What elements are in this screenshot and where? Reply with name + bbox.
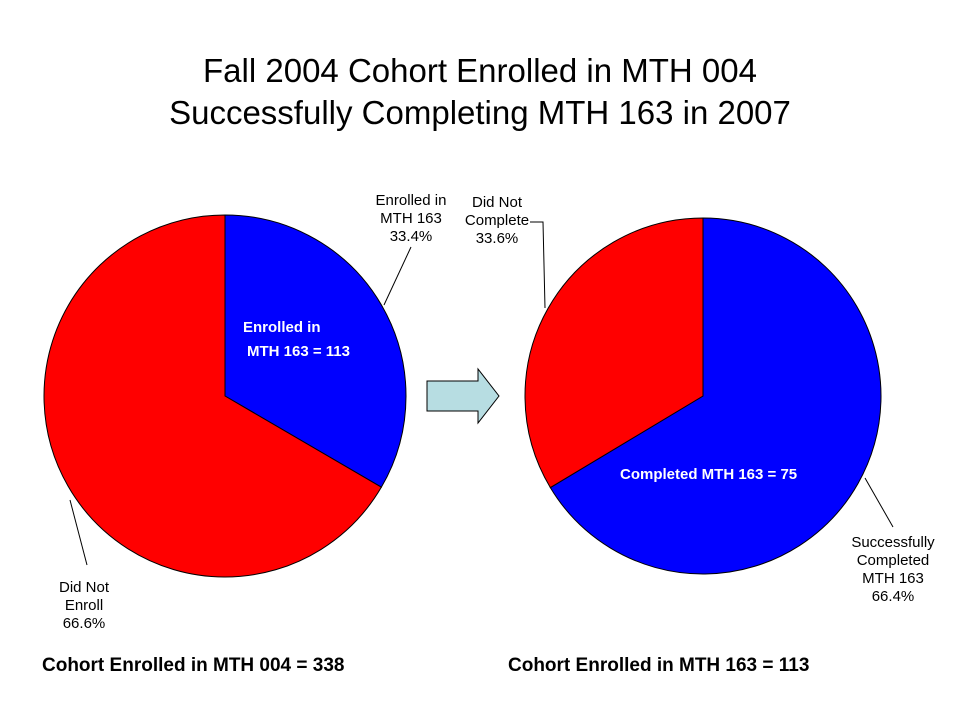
pie-chart-cohort-mth004 — [43, 214, 407, 578]
pie2-slice-0 — [549, 217, 882, 575]
leader-line-did-not-complete — [530, 221, 546, 309]
slice-label-did-not-complete: Did Not Complete 33.6% — [465, 194, 529, 247]
title-line-1: Fall 2004 Cohort Enrolled in MTH 004 — [203, 52, 757, 89]
slice-label-successfully-completed: Successfully Completed MTH 163 66.4% — [851, 534, 935, 605]
pie2-slice-1 — [524, 217, 704, 489]
pie1-slice-1 — [43, 214, 383, 578]
leader-line-completed — [864, 477, 894, 528]
pie1-slice-0 — [224, 214, 407, 488]
pie-chart-cohort-mth163 — [524, 217, 882, 575]
arrow-right-icon — [426, 367, 500, 425]
slice-label-enrolled: Enrolled in MTH 163 33.4% — [376, 192, 447, 245]
title-line-2: Successfully Completing MTH 163 in 2007 — [169, 94, 791, 131]
inner-label-enrolled-count: Enrolled in MTH 163 = 113 — [243, 319, 350, 360]
footer-cohort-mth163: Cohort Enrolled in MTH 163 = 113 — [508, 655, 810, 676]
leader-line-did-not-enroll — [69, 499, 88, 566]
chart-title: Fall 2004 Cohort Enrolled in MTH 004 Suc… — [0, 50, 960, 134]
inner-label-completed-count: Completed MTH 163 = 75 — [620, 466, 797, 483]
leader-line-enrolled — [383, 246, 412, 306]
footer-cohort-mth004: Cohort Enrolled in MTH 004 = 338 — [42, 655, 345, 676]
slice-label-did-not-enroll: Did Not Enroll 66.6% — [59, 579, 110, 632]
